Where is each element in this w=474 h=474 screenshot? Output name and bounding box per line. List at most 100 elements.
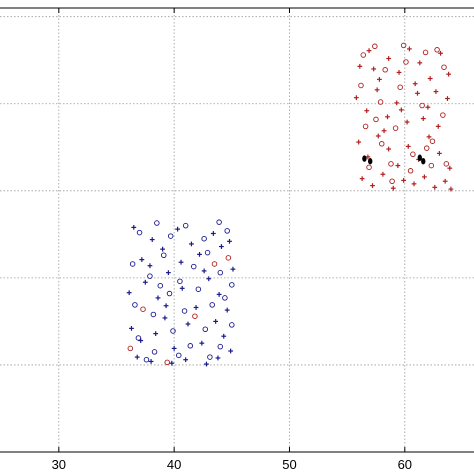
plus-marker — [432, 184, 438, 190]
plus-marker — [356, 139, 362, 145]
plus-marker — [178, 259, 184, 265]
plus-marker — [435, 124, 441, 129]
circle-marker — [157, 282, 164, 289]
circle-marker — [182, 222, 189, 229]
plus-marker — [374, 87, 380, 93]
circle-marker — [419, 102, 425, 109]
circle-marker — [400, 42, 407, 49]
circle-marker — [229, 322, 235, 328]
circle-marker — [129, 261, 136, 267]
plus-marker — [189, 241, 194, 247]
circle-marker — [136, 229, 143, 236]
plus-marker — [420, 116, 426, 121]
circle-marker — [434, 47, 440, 53]
circle-marker — [217, 269, 224, 276]
circle-marker — [373, 116, 379, 123]
plus-marker — [377, 76, 382, 82]
circle-marker — [176, 352, 182, 359]
plus-marker — [204, 361, 209, 367]
circle-marker — [366, 164, 372, 171]
plus-marker — [422, 174, 427, 180]
plus-marker — [411, 181, 417, 187]
plus-marker — [165, 270, 171, 276]
circle-marker — [392, 125, 399, 131]
dot-marker — [421, 158, 426, 165]
plus-marker — [185, 321, 191, 327]
x-tick-label: 50 — [282, 457, 296, 472]
plus-marker — [206, 276, 212, 282]
circle-marker — [403, 59, 409, 65]
circle-marker — [135, 335, 142, 341]
plus-marker — [427, 76, 433, 81]
plus-marker — [357, 63, 363, 69]
plus-marker — [405, 144, 411, 149]
circle-marker — [372, 43, 378, 50]
plus-marker — [179, 285, 185, 291]
circle-marker — [164, 359, 170, 366]
circle-marker — [192, 313, 198, 319]
circle-marker — [202, 326, 209, 332]
plus-marker — [162, 315, 168, 321]
plus-marker — [139, 257, 145, 262]
plus-marker — [396, 70, 402, 75]
plus-marker — [370, 183, 375, 188]
plus-marker — [375, 133, 381, 139]
circle-marker — [150, 311, 157, 318]
plus-marker — [401, 177, 407, 183]
plus-marker — [433, 89, 439, 94]
dot-marker — [368, 158, 373, 165]
circle-marker — [195, 286, 202, 292]
plus-marker — [193, 305, 199, 310]
plus-marker — [404, 119, 410, 125]
circle-marker — [167, 233, 174, 239]
x-tick-label: 40 — [167, 457, 181, 472]
circle-marker — [407, 168, 414, 174]
circle-marker — [170, 328, 176, 334]
dot-marker — [417, 154, 422, 161]
circle-marker — [378, 141, 385, 147]
plus-marker — [183, 357, 189, 363]
plus-marker — [163, 303, 169, 309]
plus-marker — [175, 226, 181, 232]
plus-marker — [199, 340, 205, 346]
plus-marker — [386, 56, 392, 61]
plus-marker — [169, 360, 175, 366]
circle-marker — [389, 178, 395, 184]
plus-marker — [447, 165, 453, 171]
plus-marker — [228, 348, 234, 354]
plus-marker — [216, 292, 222, 297]
circle-marker — [443, 161, 450, 167]
data-points — [126, 42, 454, 367]
circle-marker — [422, 49, 429, 56]
circle-marker — [211, 261, 218, 267]
tick-marks — [58, 8, 406, 452]
plus-marker — [155, 295, 161, 301]
plus-marker — [147, 263, 153, 269]
circle-marker — [429, 138, 436, 144]
grid-lines — [0, 8, 474, 452]
plus-marker — [381, 128, 387, 134]
plus-marker — [153, 331, 159, 336]
plus-marker — [364, 108, 370, 114]
circle-marker — [428, 162, 435, 169]
plus-marker — [221, 333, 227, 339]
circle-marker — [222, 295, 228, 301]
plus-marker — [353, 95, 359, 101]
circle-marker — [360, 52, 367, 58]
plus-marker — [445, 96, 450, 101]
circle-marker — [382, 67, 388, 73]
circle-marker — [388, 161, 394, 167]
x-tick-label: 30 — [52, 457, 66, 472]
plus-marker — [149, 237, 155, 242]
plus-marker — [412, 81, 418, 87]
plus-marker — [425, 104, 431, 110]
x-tick-labels: 30 40 50 60 — [52, 457, 412, 472]
circle-marker — [358, 82, 364, 89]
circle-marker — [224, 228, 230, 234]
circle-marker — [166, 290, 173, 297]
circle-marker — [207, 354, 213, 360]
plus-marker — [398, 107, 404, 113]
circle-marker — [191, 263, 197, 270]
circle-marker — [147, 273, 153, 279]
